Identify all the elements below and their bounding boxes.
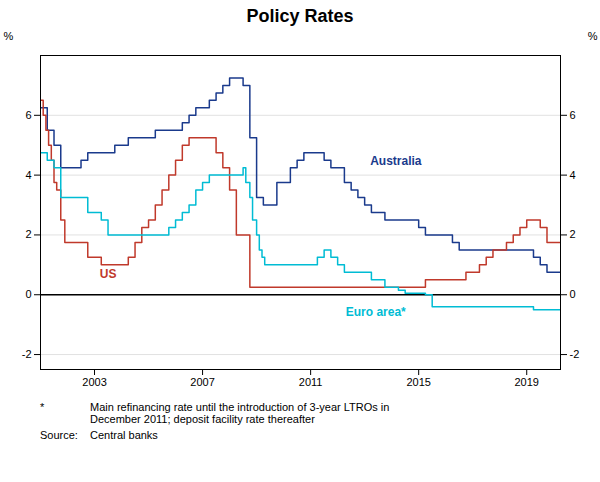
svg-text:Australia: Australia	[370, 154, 422, 168]
svg-text:2019: 2019	[514, 376, 538, 388]
svg-text:0: 0	[25, 288, 31, 300]
svg-text:%: %	[4, 30, 14, 42]
svg-text:0: 0	[570, 288, 576, 300]
svg-text:4: 4	[25, 169, 31, 181]
html-text:Main refinancing rate until th: Main refinancing rate until the introduc…	[90, 401, 390, 425]
svg-text:Euro area*: Euro area*	[346, 305, 406, 319]
svg-text:2007: 2007	[190, 376, 214, 388]
html-text:Central banks: Central banks	[90, 429, 158, 441]
svg-text:-2: -2	[570, 348, 580, 360]
svg-text:2: 2	[25, 228, 31, 240]
html-text:Policy Rates: Policy Rates	[246, 6, 354, 26]
svg-text:6: 6	[570, 109, 576, 121]
svg-text:6: 6	[25, 109, 31, 121]
svg-text:2011: 2011	[299, 376, 323, 388]
svg-text:-2: -2	[22, 348, 32, 360]
svg-text:2: 2	[570, 228, 576, 240]
svg-text:%: %	[588, 30, 598, 42]
html-text:Source:: Source:	[40, 429, 78, 441]
svg-text:US: US	[100, 267, 117, 281]
svg-text:2015: 2015	[406, 376, 430, 388]
svg-text:4: 4	[570, 169, 576, 181]
svg-text:2003: 2003	[82, 376, 106, 388]
